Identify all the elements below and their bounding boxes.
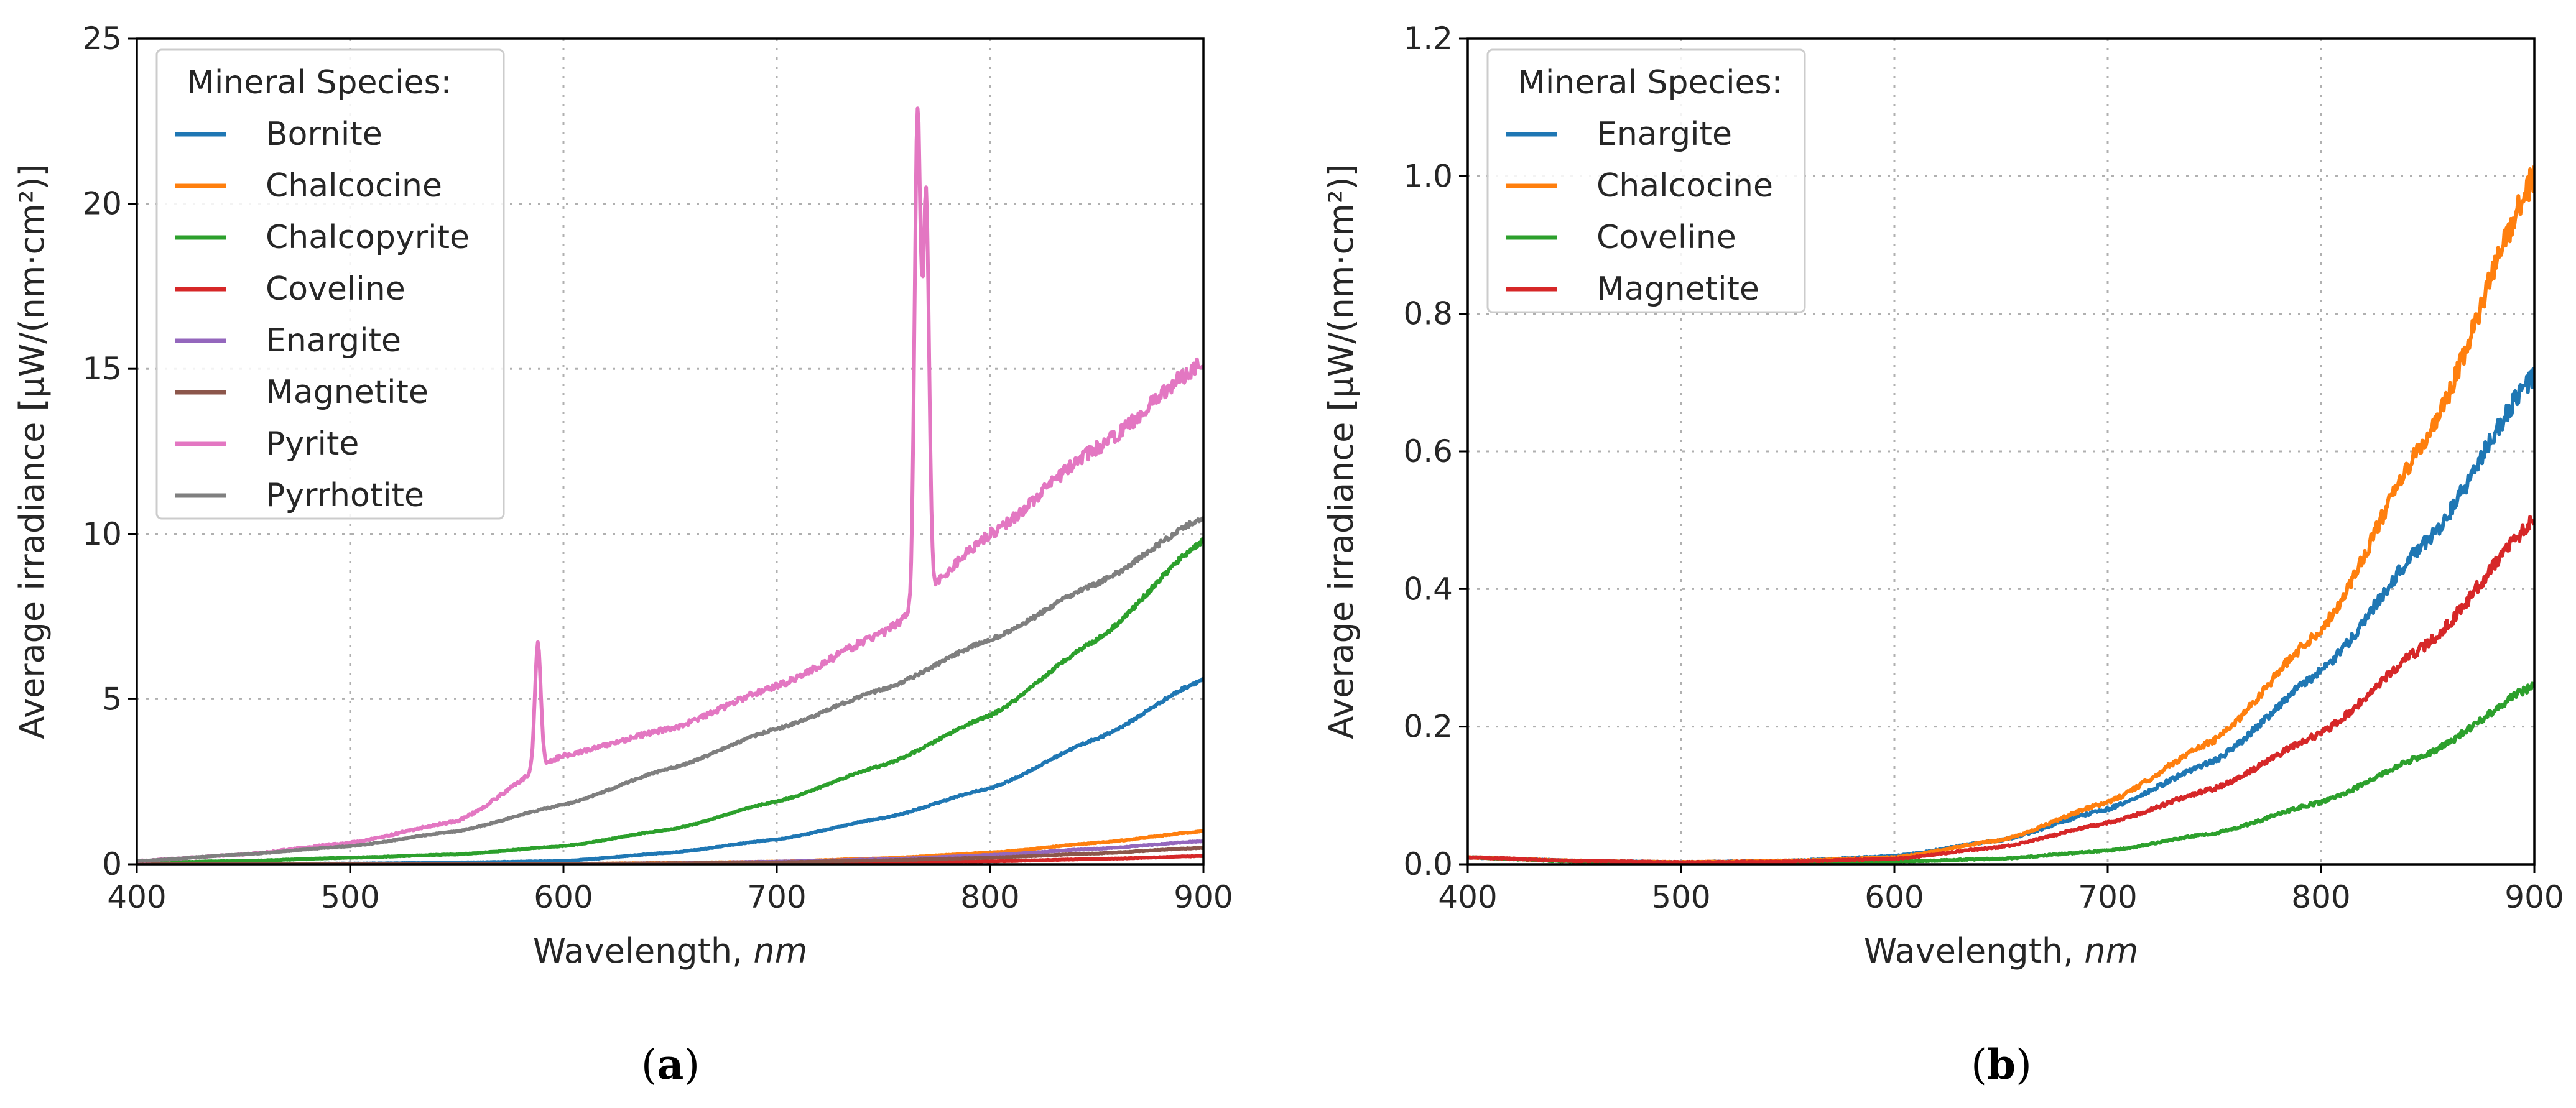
x-axis-label-text: Wavelength,: [1864, 931, 2085, 971]
y-tick-label: 15: [82, 351, 122, 387]
y-axis-label: Average irradiance [μW/(nm·cm²)]: [1322, 164, 1361, 739]
x-tick-label: 800: [2291, 879, 2350, 915]
x-tick-label: 700: [747, 879, 806, 915]
caption-paren-close: ): [683, 1041, 700, 1089]
legend-entry: Coveline: [266, 270, 405, 308]
legend-entry: Coveline: [1596, 219, 1736, 256]
legend-entry: Magnetite: [266, 374, 429, 411]
x-tick-label: 500: [320, 879, 379, 915]
series-line-pyrrhotite: [137, 516, 1203, 863]
y-tick-label: 10: [82, 516, 122, 552]
y-tick-label: 25: [82, 21, 122, 57]
x-axis-label: Wavelength, nm: [1864, 931, 2139, 971]
x-tick-label: 400: [107, 879, 166, 915]
x-tick-label: 900: [1174, 879, 1233, 915]
legend-entry: Bornite: [266, 116, 382, 153]
y-tick-label: 1.2: [1403, 21, 1453, 57]
x-tick-label: 400: [1438, 879, 1497, 915]
axes-frame: [136, 37, 1205, 866]
legend-title: Mineral Species:: [187, 64, 452, 101]
chart-panel-b: 400 500 600 700 800 900 0.0 0.2 0.4 0.6 0.8 1.0 1.2 W…: [1322, 21, 2564, 1089]
caption-letter: a: [657, 1040, 684, 1089]
legend-entry: Chalcopyrite: [266, 219, 470, 256]
panel-caption: (a): [641, 1040, 700, 1089]
y-tick-label: 0: [102, 846, 122, 882]
x-tick-label: 700: [2078, 879, 2137, 915]
series-line-bornite: [137, 676, 1203, 864]
series-line-chalcopyrite: [137, 537, 1203, 864]
series-group: [1468, 165, 2534, 864]
series-line-coveline: [1468, 681, 2534, 864]
caption-paren-close: ): [2016, 1041, 2032, 1089]
legend-box: [155, 48, 505, 520]
x-axis-label: Wavelength, nm: [533, 931, 808, 971]
y-axis-label: Average irradiance [μW/(nm·cm²)]: [12, 164, 52, 739]
chart-panel-a: 400 500 600 700 800 900 0 5 10 15 20 25 Wavelength, …: [12, 21, 1233, 1089]
legend-entry: Pyrrhotite: [266, 477, 424, 514]
legend-title: Mineral Species:: [1517, 64, 1782, 101]
y-tick-label: 0.6: [1403, 433, 1453, 469]
y-tick-label: 0.0: [1403, 846, 1453, 882]
legend: Mineral Species: Bornite Chalcocine Chalcop…: [155, 48, 505, 520]
x-tick-label: 800: [960, 879, 1019, 915]
legend-entry: Enargite: [266, 322, 401, 359]
series-line-magnetite: [1468, 515, 2534, 864]
x-tick-label: 900: [2504, 879, 2564, 915]
legend-entry: Chalcocine: [1596, 167, 1773, 205]
legend-entry: Chalcocine: [266, 167, 442, 205]
x-tick-label: 500: [1651, 879, 1710, 915]
y-tick-label: 0.8: [1403, 296, 1453, 332]
y-tick-label: 5: [102, 681, 122, 717]
legend-entry: Magnetite: [1596, 270, 1759, 308]
series-line-enargite: [1468, 367, 2534, 864]
panel-caption: (b): [1971, 1040, 2032, 1089]
y-tick-label: 0.4: [1403, 571, 1453, 607]
x-axis-label-text: Wavelength,: [533, 931, 754, 971]
caption-paren-open: (: [641, 1041, 657, 1089]
legend-box: [1486, 48, 1806, 313]
x-axis-label-unit: nm: [753, 931, 807, 971]
legend-entry: Pyrite: [266, 425, 359, 463]
y-tick-label: 20: [82, 186, 122, 222]
caption-letter: b: [1987, 1040, 2016, 1089]
legend-entry: Enargite: [1596, 116, 1732, 153]
y-tick-label: 0.2: [1403, 709, 1453, 745]
caption-paren-open: (: [1971, 1041, 1987, 1089]
x-tick-label: 600: [534, 879, 593, 915]
series-line-pyrite: [137, 106, 1203, 863]
x-axis-label-unit: nm: [2084, 931, 2138, 971]
x-tick-label: 600: [1865, 879, 1924, 915]
legend: Mineral Species: Enargite Chalcocine Coveli…: [1486, 48, 1806, 313]
y-tick-label: 1.0: [1403, 158, 1453, 194]
